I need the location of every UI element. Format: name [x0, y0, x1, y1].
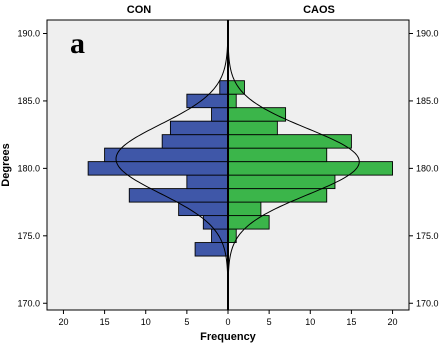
caos-normal-curve: [227, 19, 360, 310]
x-tick-label: 10: [305, 317, 315, 327]
x-axis-title: Frequency: [200, 331, 257, 343]
caos-bar-179: [227, 174, 336, 190]
caos-bar-181: [227, 147, 328, 163]
con-normal-curve: [115, 19, 229, 310]
x-tick-label: 20: [58, 317, 68, 327]
y-tick-label-left: 170.0: [17, 298, 40, 308]
caos-bar-184: [227, 107, 287, 122]
con-bar-178: [128, 188, 229, 203]
con-bar-179: [186, 174, 229, 190]
y-tick-label-left: 175.0: [17, 231, 40, 241]
y-tick-label-left: 180.0: [17, 163, 40, 173]
x-tick-label: 15: [100, 317, 110, 327]
bars-layer: [87, 80, 393, 257]
caos-bar-175: [227, 228, 237, 244]
y-tick-label-right: 180.0: [416, 163, 439, 173]
y-axis-title: Degrees: [0, 143, 12, 186]
con-bar-180: [87, 161, 229, 176]
x-tick-label: 0: [225, 317, 230, 327]
con-bar-177: [178, 201, 229, 217]
con-bar-184: [211, 107, 229, 122]
y-tick-label-left: 185.0: [17, 96, 40, 106]
x-tick-label: 10: [141, 317, 151, 327]
y-tick-label-left: 190.0: [17, 28, 40, 38]
x-tick-label: 5: [184, 317, 189, 327]
ticks-layer: 170.0 170.0 175.0 175.0 180.0 180.0 185.0 185.0…: [17, 28, 438, 327]
caos-bar-183: [227, 120, 278, 136]
x-tick-label: 5: [267, 317, 272, 327]
group-title-caos: CAOS: [303, 4, 335, 16]
panel-label: a: [70, 27, 85, 60]
normal-curves: [115, 19, 360, 310]
caos-bar-182: [227, 134, 352, 149]
con-bar-175: [211, 228, 229, 244]
group-title-con: CON: [127, 4, 152, 16]
caos-bar-176: [227, 215, 270, 230]
caos-bar-180: [227, 161, 393, 176]
con-bar-186: [219, 80, 229, 95]
y-tick-label-right: 175.0: [416, 231, 439, 241]
con-bar-182: [161, 134, 229, 149]
y-tick-label-right: 190.0: [416, 28, 439, 38]
con-bar-181: [104, 147, 229, 163]
caos-bar-185: [227, 93, 237, 109]
x-tick-label: 20: [388, 317, 398, 327]
x-tick-label: 15: [346, 317, 356, 327]
caos-bar-177: [227, 201, 262, 217]
caos-bar-178: [227, 188, 328, 203]
y-tick-label-right: 185.0: [416, 96, 439, 106]
y-tick-label-right: 170.0: [416, 298, 439, 308]
con-bar-183: [169, 120, 229, 136]
